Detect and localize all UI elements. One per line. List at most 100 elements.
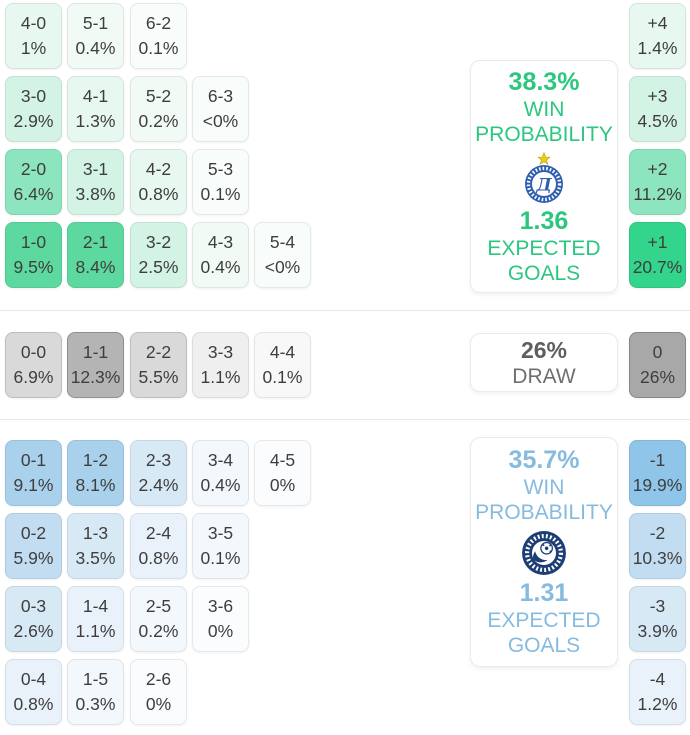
score-label: 3-6 [207, 596, 234, 616]
score-cell-5-4: 5-4 <0% [254, 222, 311, 288]
score-label: 1-5 [82, 669, 109, 689]
section-divider [0, 419, 690, 420]
score-label: 0-4 [20, 669, 47, 689]
score-cell-2-1: 2-1 8.4% [67, 222, 124, 288]
goal-diff-cell-0: 0 26% [629, 332, 686, 398]
goal-diff-label: +3 [647, 86, 668, 106]
score-probability: 0.2% [138, 621, 179, 641]
score-cell-2-6: 2-6 0% [130, 659, 187, 725]
score-cell-3-0: 3-0 2.9% [5, 76, 62, 142]
score-label: 5-2 [145, 86, 172, 106]
score-label: 2-1 [82, 232, 109, 252]
score-cell-5-2: 5-2 0.2% [130, 76, 187, 142]
dynamo-brest-crest-icon [522, 531, 566, 575]
score-label: 1-3 [82, 523, 109, 543]
score-cell-4-2: 4-2 0.8% [130, 149, 187, 215]
goal-diff-probability: 1.2% [637, 694, 678, 714]
score-cell-4-4: 4-4 0.1% [254, 332, 311, 398]
score-cell-6-3: 6-3 <0% [192, 76, 249, 142]
score-label: 3-1 [82, 159, 109, 179]
goal-diff-label: -3 [649, 596, 666, 616]
score-label: 2-6 [145, 669, 172, 689]
score-probability: 0.1% [200, 184, 241, 204]
away-team-crest-icon [521, 530, 567, 576]
score-probability: 2.4% [138, 475, 179, 495]
score-probability: 8.1% [75, 475, 116, 495]
score-probability: 2.9% [13, 111, 54, 131]
goal-diff-cell-plus-2: +2 11.2% [629, 149, 686, 215]
goal-diff-probability: 4.5% [637, 111, 678, 131]
score-label: 4-3 [207, 232, 234, 252]
goal-diff-cell-minus-4: -4 1.2% [629, 659, 686, 725]
score-probability: 2.5% [138, 257, 179, 277]
score-probability: 12.3% [70, 367, 121, 387]
score-cell-0-3: 0-3 2.6% [5, 586, 62, 652]
score-label: 1-0 [20, 232, 47, 252]
score-probability: 0.4% [75, 38, 116, 58]
score-cell-1-3: 1-3 3.5% [67, 513, 124, 579]
score-label: 3-3 [207, 342, 234, 362]
score-probability: 0.1% [262, 367, 303, 387]
goal-diff-cell-minus-3: -3 3.9% [629, 586, 686, 652]
away-win-panel: 35.7% WIN PROBABILITY 1.31 EXPECTED GOAL… [470, 437, 618, 667]
score-label: 1-4 [82, 596, 109, 616]
score-probability: 0.4% [200, 475, 241, 495]
score-cell-2-2: 2-2 5.5% [130, 332, 187, 398]
draw-probability-value: 26% [520, 337, 568, 363]
score-cell-3-1: 3-1 3.8% [67, 149, 124, 215]
goal-diff-cell-plus-1: +1 20.7% [629, 222, 686, 288]
away-win-label-line2: PROBABILITY [475, 501, 613, 524]
score-cell-4-0: 4-0 1% [5, 3, 62, 69]
score-cell-5-3: 5-3 0.1% [192, 149, 249, 215]
score-probability: 0% [145, 694, 172, 714]
goal-diff-probability: 19.9% [632, 475, 683, 495]
score-probability: <0% [202, 111, 239, 131]
score-probability: 1.1% [75, 621, 116, 641]
score-probability: 3.5% [75, 548, 116, 568]
score-probability: 0.2% [138, 111, 179, 131]
score-cell-4-1: 4-1 1.3% [67, 76, 124, 142]
away-win-label-line1: WIN [523, 476, 565, 499]
score-probability: 3.8% [75, 184, 116, 204]
score-cell-1-2: 1-2 8.1% [67, 440, 124, 506]
score-label: 2-5 [145, 596, 172, 616]
score-probability: 0.8% [138, 184, 179, 204]
score-cell-1-5: 1-5 0.3% [67, 659, 124, 725]
home-win-label-line1: WIN [523, 97, 565, 121]
home-team-crest-icon: Д [521, 151, 567, 204]
score-label: 4-1 [82, 86, 109, 106]
score-probability: <0% [264, 257, 301, 277]
score-probability: 0.1% [200, 548, 241, 568]
score-probability: 1.3% [75, 111, 116, 131]
goal-diff-probability: 11.2% [633, 184, 682, 204]
score-cell-3-5: 3-5 0.1% [192, 513, 249, 579]
home-win-label-line2: PROBABILITY [475, 122, 613, 146]
score-probability: 6.4% [13, 184, 54, 204]
away-win-probability-value: 35.7% [508, 446, 580, 474]
score-cell-2-0: 2-0 6.4% [5, 149, 62, 215]
goal-diff-probability: 3.9% [637, 621, 678, 641]
goal-diff-probability: 1.4% [637, 38, 678, 58]
goal-diff-probability: 10.3% [632, 548, 683, 568]
goal-diff-cell-plus-4: +4 1.4% [629, 3, 686, 69]
score-label: 4-5 [269, 450, 296, 470]
score-label: 6-3 [207, 86, 234, 106]
score-cell-1-1: 1-1 12.3% [67, 332, 124, 398]
score-probability: 6.9% [13, 367, 54, 387]
score-label: 1-2 [82, 450, 109, 470]
score-cell-2-4: 2-4 0.8% [130, 513, 187, 579]
score-cell-6-2: 6-2 0.1% [130, 3, 187, 69]
score-probability: 5.9% [13, 548, 54, 568]
goal-diff-label: +2 [647, 159, 668, 179]
goal-diff-label: -4 [649, 669, 666, 689]
score-label: 2-2 [145, 342, 172, 362]
score-cell-0-0: 0-0 6.9% [5, 332, 62, 398]
home-win-probability-value: 38.3% [508, 67, 580, 96]
goal-diff-probability: 20.7% [632, 257, 683, 277]
away-xg-label-line2: GOALS [507, 634, 581, 657]
score-label: 4-4 [269, 342, 296, 362]
score-probability: 0% [269, 475, 296, 495]
dinamo-minsk-crest-icon: Д [525, 151, 563, 203]
score-cell-3-2: 3-2 2.5% [130, 222, 187, 288]
score-probability: 1% [20, 38, 47, 58]
